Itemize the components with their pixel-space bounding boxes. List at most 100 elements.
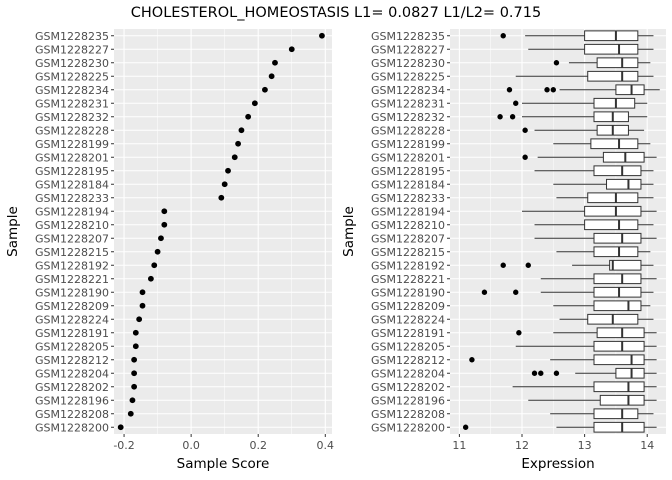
score-point: [221, 181, 228, 188]
score-point: [319, 32, 325, 39]
expr-y-tick-label: GSM1228221: [371, 273, 445, 286]
score-point: [117, 424, 124, 431]
expr-x-tick-label: 14: [640, 439, 654, 452]
expr-box: [584, 219, 639, 231]
expr-y-tick-label: GSM1228225: [371, 70, 445, 83]
expr-y-tick-label: GSM1228205: [371, 340, 445, 353]
expression-panel: GSM1228235GSM1228227GSM1228230GSM1228225…: [341, 29, 666, 472]
expr-y-tick-label: GSM1228200: [371, 421, 445, 434]
expr-y-tick-label: GSM1228192: [371, 259, 445, 272]
expr-box: [593, 354, 645, 366]
expr-box: [584, 43, 639, 55]
expr-y-axis-title: Sample: [341, 206, 357, 257]
expr-box: [587, 70, 639, 82]
score-y-tick-label: GSM1228232: [35, 111, 109, 124]
score-point: [129, 397, 136, 404]
score-y-tick-label: GSM1228200: [35, 421, 109, 434]
score-x-tick-label: 0.0: [182, 439, 200, 452]
expr-box: [593, 111, 629, 123]
expr-outlier: [500, 262, 506, 268]
expr-box: [593, 232, 642, 244]
expr-outlier: [513, 100, 519, 106]
expr-y-tick-label: GSM1228184: [371, 178, 445, 191]
expr-outlier: [469, 357, 475, 363]
expr-box: [593, 300, 642, 312]
score-y-tick-label: GSM1228231: [35, 97, 109, 110]
score-point: [161, 221, 168, 228]
expr-outlier: [513, 289, 519, 295]
expr-outlier: [522, 154, 528, 160]
expr-y-tick-label: GSM1228191: [371, 327, 445, 340]
score-y-tick-label: GSM1228227: [35, 43, 109, 56]
expr-y-tick-label: GSM1228235: [371, 30, 445, 43]
expr-outlier: [553, 60, 560, 66]
score-point: [154, 248, 161, 255]
expr-box: [596, 57, 639, 69]
score-point: [136, 316, 143, 323]
expr-box: [606, 178, 642, 190]
expr-y-tick-label: GSM1228209: [371, 300, 445, 313]
score-y-tick-label: GSM1228225: [35, 70, 109, 83]
expr-y-tick-label: GSM1228208: [371, 408, 445, 421]
expr-box: [593, 381, 645, 393]
score-y-tick-label: GSM1228204: [35, 367, 109, 380]
expr-x-tick-label: 13: [578, 439, 592, 452]
score-y-axis-title: Sample: [5, 206, 21, 257]
expr-outlier: [553, 370, 560, 376]
score-y-tick-label: GSM1228212: [35, 354, 109, 367]
expr-outlier: [462, 424, 469, 430]
expr-y-tick-label: GSM1228212: [371, 354, 445, 367]
expr-box: [593, 246, 639, 258]
score-y-tick-label: GSM1228192: [35, 259, 109, 272]
score-point: [235, 140, 241, 147]
expr-y-tick-label: GSM1228204: [371, 367, 445, 380]
expr-y-tick-label: GSM1228190: [371, 286, 445, 299]
expr-outlier: [544, 87, 550, 93]
score-point: [218, 194, 225, 201]
score-y-tick-label: GSM1228205: [35, 340, 109, 353]
score-point: [132, 329, 139, 336]
expr-y-tick-label: GSM1228230: [371, 57, 445, 70]
score-point: [151, 262, 158, 269]
score-y-tick-label: GSM1228230: [35, 57, 109, 70]
score-point: [161, 208, 168, 215]
expr-box: [593, 286, 642, 298]
expr-y-tick-label: GSM1228210: [371, 219, 445, 232]
expr-outlier: [500, 33, 506, 39]
score-y-tick-label: GSM1228194: [35, 205, 109, 218]
score-point: [127, 410, 134, 417]
expr-box: [615, 367, 645, 379]
expr-y-tick-label: GSM1228202: [371, 381, 445, 394]
expr-y-tick-label: GSM1228227: [371, 43, 445, 56]
expr-box: [593, 273, 642, 285]
expr-y-tick-label: GSM1228196: [371, 394, 445, 407]
expr-outlier: [531, 370, 538, 376]
score-y-tick-label: GSM1228235: [35, 30, 109, 43]
expr-y-tick-label: GSM1228199: [371, 138, 445, 151]
expr-box: [609, 259, 642, 271]
score-y-tick-label: GSM1228221: [35, 273, 109, 286]
expr-y-tick-label: GSM1228207: [371, 232, 445, 245]
score-point: [268, 73, 275, 80]
score-y-tick-label: GSM1228201: [35, 151, 109, 164]
expr-y-tick-label: GSM1228233: [371, 192, 445, 205]
expr-y-tick-label: GSM1228228: [371, 124, 445, 137]
chart-title: CHOLESTEROL_HOMEOSTASIS L1= 0.0827 L1/L2…: [131, 5, 541, 21]
expr-y-tick-label: GSM1228201: [371, 151, 445, 164]
score-point: [131, 383, 138, 390]
expr-outlier: [538, 370, 544, 376]
expr-y-tick-label: GSM1228215: [371, 246, 445, 259]
score-point: [147, 275, 154, 282]
expr-outlier: [481, 289, 488, 295]
score-panel-background: [114, 29, 332, 434]
score-point: [139, 289, 146, 296]
expr-outlier: [550, 87, 557, 93]
expr-box: [596, 327, 645, 339]
expr-y-tick-label: GSM1228231: [371, 97, 445, 110]
expr-y-tick-label: GSM1228234: [371, 84, 445, 97]
expr-box: [584, 30, 639, 42]
score-y-tick-label: GSM1228215: [35, 246, 109, 259]
score-y-tick-label: GSM1228208: [35, 408, 109, 421]
expr-box: [602, 151, 645, 163]
